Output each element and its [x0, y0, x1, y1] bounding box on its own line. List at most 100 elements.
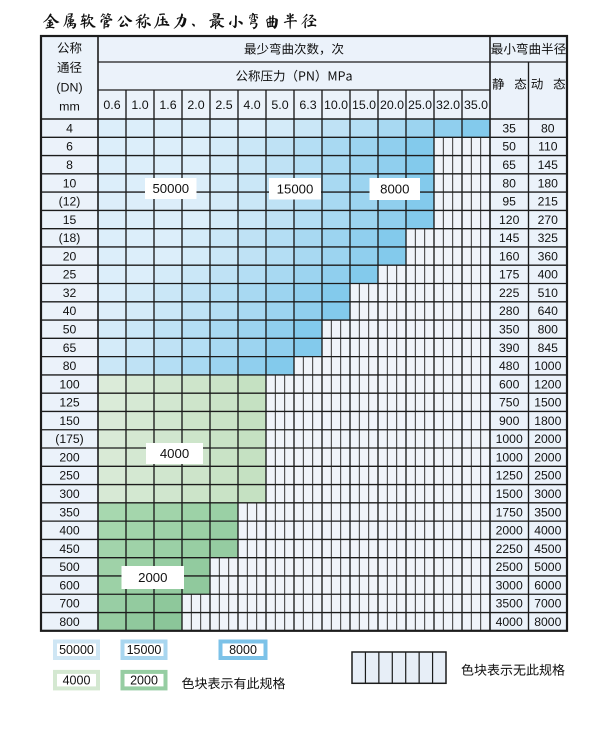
- svg-text:80: 80: [502, 176, 516, 190]
- svg-text:3500: 3500: [534, 505, 561, 519]
- svg-text:125: 125: [59, 396, 80, 410]
- svg-text:4000: 4000: [496, 615, 523, 629]
- svg-text:8: 8: [66, 158, 73, 172]
- svg-text:1200: 1200: [534, 377, 561, 391]
- svg-text:25: 25: [63, 268, 77, 282]
- svg-text:6.3: 6.3: [299, 98, 316, 112]
- svg-text:8000: 8000: [534, 615, 561, 629]
- svg-text:145: 145: [538, 158, 559, 172]
- svg-text:(DN): (DN): [56, 80, 82, 94]
- svg-text:95: 95: [502, 195, 516, 209]
- svg-text:1.6: 1.6: [159, 98, 176, 112]
- svg-text:4000: 4000: [63, 674, 91, 688]
- svg-text:5000: 5000: [534, 560, 561, 574]
- svg-text:mm: mm: [59, 99, 80, 113]
- svg-text:32.0: 32.0: [436, 98, 460, 112]
- svg-text:120: 120: [499, 213, 520, 227]
- svg-text:32: 32: [63, 286, 77, 300]
- svg-text:50000: 50000: [59, 643, 94, 657]
- svg-text:150: 150: [59, 414, 80, 428]
- svg-text:350: 350: [499, 323, 520, 337]
- svg-text:280: 280: [499, 304, 520, 318]
- svg-text:80: 80: [541, 121, 555, 135]
- svg-text:360: 360: [538, 249, 559, 263]
- svg-text:1250: 1250: [496, 469, 523, 483]
- svg-text:5.0: 5.0: [271, 98, 288, 112]
- svg-text:8000: 8000: [229, 643, 257, 657]
- svg-text:8000: 8000: [380, 182, 409, 197]
- svg-text:250: 250: [59, 469, 80, 483]
- svg-text:2.0: 2.0: [187, 98, 204, 112]
- svg-text:0.6: 0.6: [103, 98, 120, 112]
- svg-text:900: 900: [499, 414, 520, 428]
- svg-text:65: 65: [63, 341, 77, 355]
- svg-text:350: 350: [59, 505, 80, 519]
- svg-text:4500: 4500: [534, 542, 561, 556]
- svg-text:750: 750: [499, 396, 520, 410]
- svg-text:10.0: 10.0: [324, 98, 348, 112]
- svg-text:2250: 2250: [496, 542, 523, 556]
- svg-text:390: 390: [499, 341, 520, 355]
- svg-text:6000: 6000: [534, 578, 561, 592]
- svg-text:15000: 15000: [127, 643, 162, 657]
- svg-text:200: 200: [59, 450, 80, 464]
- svg-text:1000: 1000: [496, 450, 523, 464]
- svg-text:(12): (12): [59, 195, 81, 209]
- svg-text:1500: 1500: [534, 396, 561, 410]
- svg-text:15000: 15000: [277, 181, 314, 196]
- svg-text:15: 15: [63, 213, 77, 227]
- svg-text:1.0: 1.0: [131, 98, 148, 112]
- svg-text:3000: 3000: [534, 487, 561, 501]
- svg-text:700: 700: [59, 597, 80, 611]
- svg-text:2500: 2500: [496, 560, 523, 574]
- svg-text:4000: 4000: [534, 524, 561, 538]
- svg-text:500: 500: [59, 560, 80, 574]
- svg-text:2000: 2000: [138, 570, 167, 585]
- svg-text:50000: 50000: [152, 181, 189, 196]
- svg-text:50: 50: [502, 140, 516, 154]
- svg-text:100: 100: [59, 377, 80, 391]
- svg-text:2000: 2000: [534, 432, 561, 446]
- svg-text:4000: 4000: [160, 446, 189, 461]
- svg-text:4: 4: [66, 121, 73, 135]
- svg-text:4.0: 4.0: [243, 98, 260, 112]
- svg-text:35: 35: [502, 121, 516, 135]
- svg-text:845: 845: [538, 341, 559, 355]
- svg-text:50: 50: [63, 323, 77, 337]
- svg-text:20: 20: [63, 249, 77, 263]
- svg-text:110: 110: [538, 140, 558, 154]
- svg-text:1000: 1000: [496, 432, 523, 446]
- svg-text:510: 510: [538, 286, 559, 300]
- svg-text:3000: 3000: [496, 578, 523, 592]
- svg-text:600: 600: [59, 578, 80, 592]
- svg-text:20.0: 20.0: [380, 98, 404, 112]
- svg-text:270: 270: [538, 213, 559, 227]
- svg-text:400: 400: [59, 524, 80, 538]
- svg-text:800: 800: [538, 323, 559, 337]
- svg-text:640: 640: [538, 304, 559, 318]
- svg-text:145: 145: [499, 231, 520, 245]
- svg-text:1800: 1800: [534, 414, 561, 428]
- svg-text:2000: 2000: [534, 450, 561, 464]
- svg-text:25.0: 25.0: [408, 98, 432, 112]
- svg-text:600: 600: [499, 377, 520, 391]
- svg-text:1000: 1000: [534, 359, 561, 373]
- svg-text:300: 300: [59, 487, 80, 501]
- svg-text:175: 175: [499, 268, 520, 282]
- svg-text:2000: 2000: [130, 674, 158, 688]
- svg-text:325: 325: [538, 231, 559, 245]
- svg-text:400: 400: [538, 268, 559, 282]
- svg-text:180: 180: [538, 176, 559, 190]
- svg-text:450: 450: [59, 542, 80, 556]
- svg-text:10: 10: [63, 176, 77, 190]
- svg-text:2500: 2500: [534, 469, 561, 483]
- svg-text:15.0: 15.0: [352, 98, 376, 112]
- svg-text:(175): (175): [55, 432, 83, 446]
- svg-text:(18): (18): [59, 231, 81, 245]
- svg-text:225: 225: [499, 286, 520, 300]
- svg-text:6: 6: [66, 140, 73, 154]
- svg-text:3500: 3500: [496, 597, 523, 611]
- svg-text:40: 40: [63, 304, 77, 318]
- svg-text:480: 480: [499, 359, 520, 373]
- svg-text:1500: 1500: [496, 487, 523, 501]
